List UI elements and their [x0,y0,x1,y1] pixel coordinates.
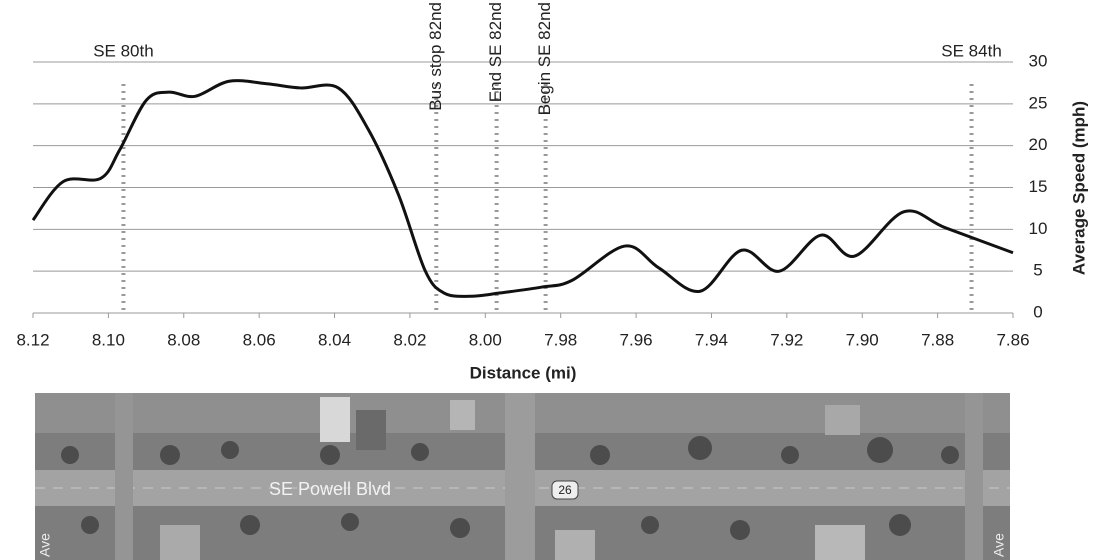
x-tick-label: 8.00 [469,330,502,349]
marker-label: Bus stop 82nd [426,2,445,111]
map-building [825,405,860,435]
marker-label: End SE 82nd [486,2,505,102]
y-tick-label: 30 [1029,51,1048,70]
x-tick-label: 7.92 [770,330,803,349]
y-tick-label: 20 [1029,135,1048,154]
map-building [320,397,350,442]
marker-label: SE 84th [941,41,1002,60]
y-axis-title: Average Speed (mph) [1069,101,1088,275]
y-tick-label: 25 [1029,93,1048,112]
y-tick-label: 0 [1033,302,1042,321]
speed-line [33,81,1013,297]
x-tick-label: 7.88 [921,330,954,349]
x-tick-label: 8.08 [167,330,200,349]
x-tick-label: 8.06 [243,330,276,349]
aerial-map: SE Powell Blvd 26 Ave Ave [35,393,1010,560]
x-tick-label: 8.12 [16,330,49,349]
side-street-label: Ave [37,533,53,557]
x-tick-label: 7.98 [544,330,577,349]
map-building [160,525,200,560]
marker-label: Begin SE 82nd [535,2,554,115]
x-tick-label: 7.96 [620,330,653,349]
x-tick-label: 8.04 [318,330,351,349]
route-number: 26 [558,483,572,497]
y-tick-label: 5 [1033,261,1042,280]
x-tick-label: 7.90 [846,330,879,349]
y-tick-label: 15 [1029,177,1048,196]
map-building [450,400,475,430]
map-side-street [965,393,983,560]
street-label: SE Powell Blvd [269,479,391,499]
map-cross-street [505,393,535,560]
map-building [815,525,865,560]
figure: SE Powell Blvd 26 Ave Ave Distance (mi) … [0,0,1094,560]
x-axis-title: Distance (mi) [470,363,577,382]
map-building [555,530,595,560]
x-tick-label: 8.10 [92,330,125,349]
x-tick-label: 7.86 [996,330,1029,349]
side-street-label: Ave [991,533,1007,557]
x-tick-label: 7.94 [695,330,728,349]
map-building [356,410,386,450]
x-tick-label: 8.02 [393,330,426,349]
marker-label: SE 80th [93,41,154,60]
y-tick-label: 10 [1029,219,1048,238]
map-side-street [115,393,133,560]
